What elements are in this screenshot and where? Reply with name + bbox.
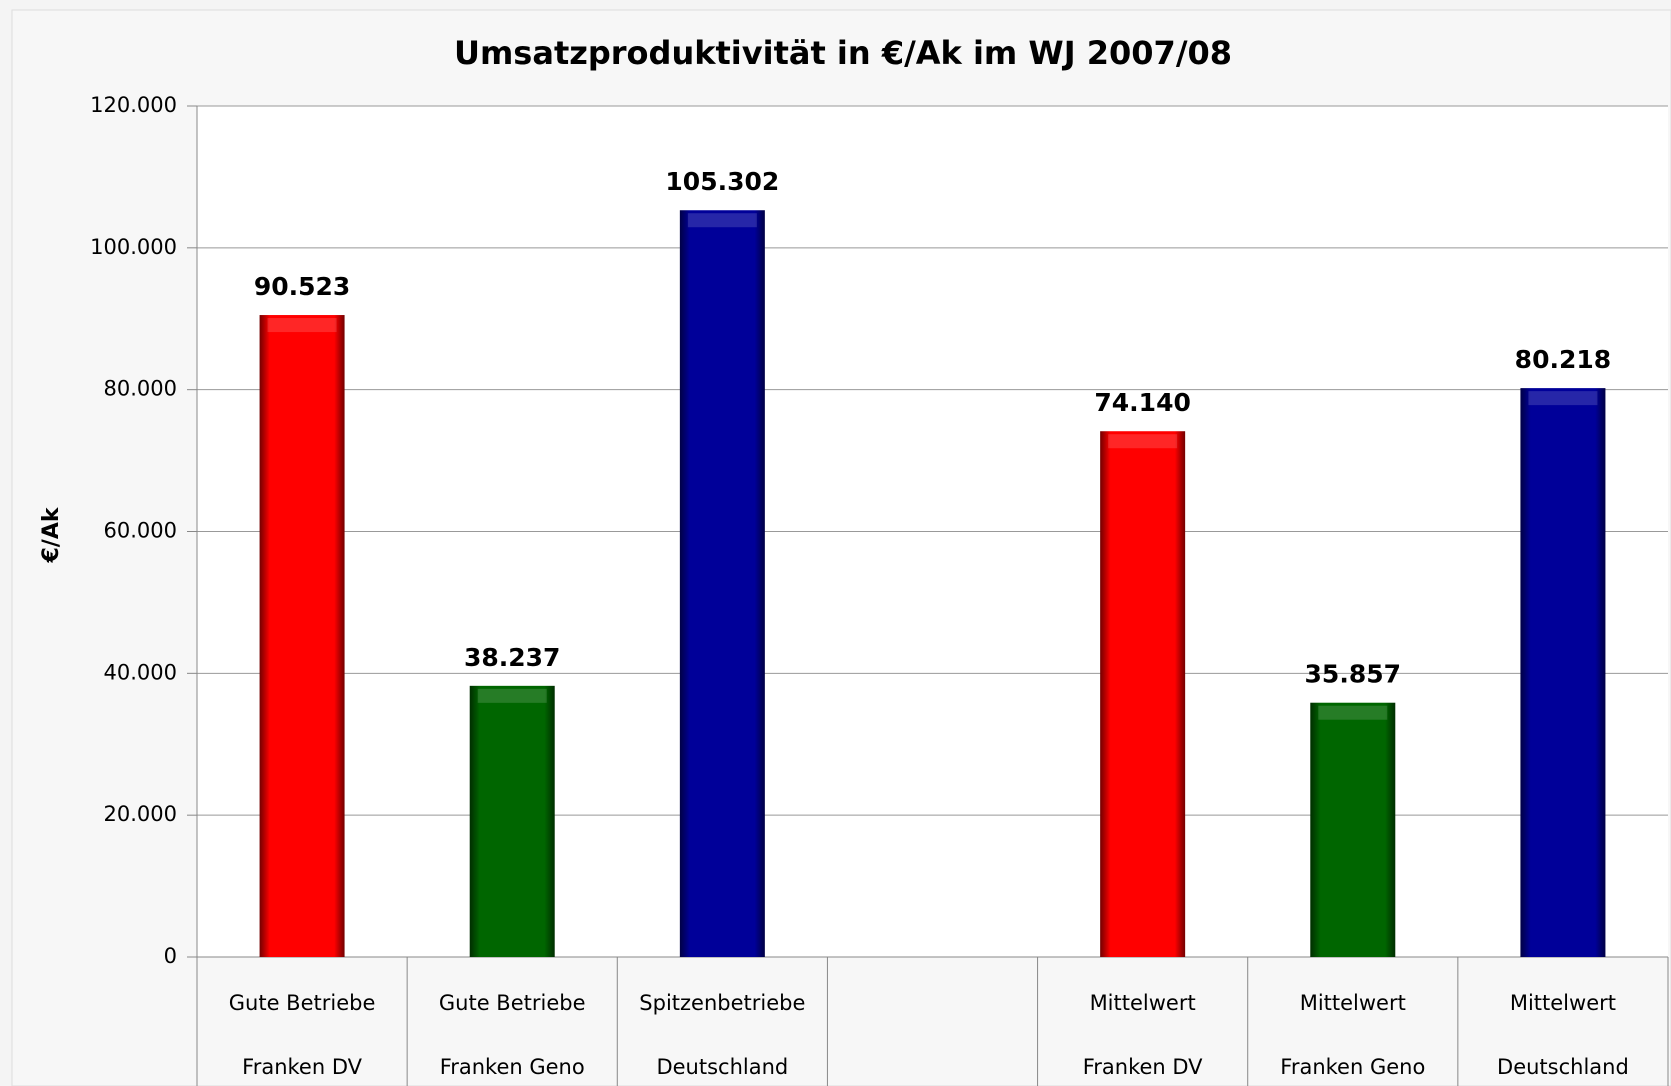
x-tick-label: Franken Geno [1280, 1055, 1425, 1079]
x-tick-label: Franken DV [242, 1055, 362, 1079]
value-label: 74.140 [1094, 388, 1190, 417]
bar [259, 315, 345, 958]
x-tick-label: Spitzenbetriebe [639, 991, 805, 1015]
value-label: 105.302 [665, 167, 779, 196]
chart-title: Umsatzproduktivität in €/Ak im WJ 2007/0… [454, 34, 1232, 72]
bar-highlight [477, 688, 547, 703]
x-tick-label: Mittelwert [1090, 991, 1196, 1015]
bar-highlight [687, 213, 757, 228]
y-tick-label: 0 [164, 944, 177, 968]
bar-highlight [267, 318, 337, 333]
bar [469, 685, 555, 957]
bar [1520, 388, 1606, 957]
x-tick-label: Franken Geno [440, 1055, 585, 1079]
x-tick-label: Mittelwert [1300, 991, 1406, 1015]
y-tick-label: 20.000 [104, 802, 177, 826]
x-tick-label: Deutschland [1497, 1055, 1629, 1079]
x-tick-label: Deutschland [656, 1055, 788, 1079]
bar-highlight [1528, 391, 1598, 406]
y-tick-label: 100.000 [90, 235, 177, 259]
y-tick-label: 120.000 [90, 93, 177, 117]
bar-highlight [1108, 434, 1178, 449]
bar-highlight [1318, 705, 1388, 720]
x-tick-label: Gute Betriebe [439, 991, 586, 1015]
y-tick-label: 40.000 [104, 660, 177, 684]
bar [1310, 702, 1396, 957]
value-label: 90.523 [254, 272, 350, 301]
x-tick-label: Mittelwert [1510, 991, 1616, 1015]
y-tick-label: 80.000 [104, 377, 177, 401]
value-label: 80.218 [1515, 345, 1611, 374]
x-tick-label: Franken DV [1083, 1055, 1203, 1079]
value-label: 35.857 [1305, 660, 1401, 689]
y-axis-label: €/Ak [39, 506, 64, 563]
value-label: 38.237 [464, 643, 560, 672]
bar [679, 210, 765, 957]
x-tick-label: Gute Betriebe [229, 991, 376, 1015]
y-tick-label: 60.000 [104, 519, 177, 543]
bar [1100, 431, 1186, 957]
